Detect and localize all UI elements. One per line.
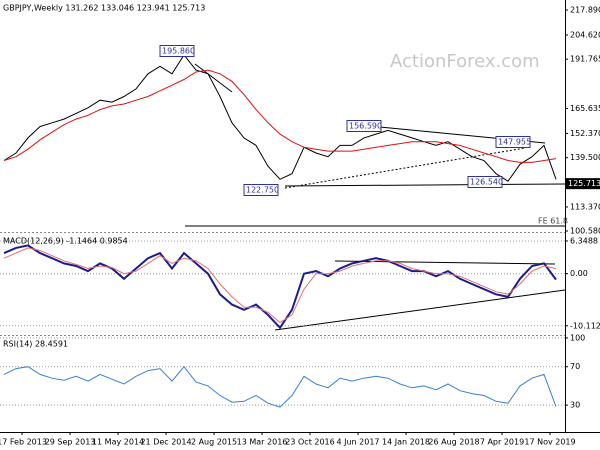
last-value-label: 125.713: [568, 179, 600, 188]
y-tick-label: 113.370: [570, 202, 600, 211]
x-tick-label: 23 Oct 2016: [285, 438, 334, 447]
last-value-box: [566, 178, 600, 190]
y-tick-label: 139.500: [570, 153, 600, 162]
series-line: [3, 54, 557, 182]
trendline: [284, 147, 526, 189]
x-tick-label: 13 Mar 2016: [237, 438, 288, 447]
watermark: ActionForex.com: [390, 51, 540, 72]
x-tick-label: 26 Aug 2018: [428, 438, 479, 447]
fe-label: FE 61.8: [538, 217, 568, 226]
y-tick-label: 217.890: [570, 6, 600, 15]
y-tick-label: 70: [570, 362, 580, 371]
x-tick-label: 7 Apr 2019: [480, 438, 524, 447]
annotation-box: [467, 176, 503, 188]
series-line: [3, 244, 557, 330]
annotation-box: [346, 120, 382, 132]
y-tick-label: 165.635: [570, 104, 600, 113]
y-tick-label: 204.620: [570, 31, 600, 40]
panel-title: MACD(12,26,9) -1.1464 0.9854: [3, 237, 128, 246]
y-tick-label: 191.765: [570, 55, 600, 64]
series-line: [3, 69, 557, 163]
annotation-label: 147.955: [498, 138, 531, 147]
y-tick-label: -10.1129: [570, 321, 600, 330]
annotation-label: 122.750: [246, 186, 279, 195]
annotation-box: [495, 136, 531, 148]
x-tick-label: 11 May 2014: [92, 438, 144, 447]
trendline: [284, 183, 566, 187]
series-line: [3, 247, 557, 324]
x-tick-label: 17 Feb 2013: [0, 438, 47, 447]
panel-title: GBPJPY,Weekly 131.262 133.046 123.941 12…: [3, 4, 205, 13]
x-tick-label: 2 Aug 2015: [191, 438, 237, 447]
y-tick-label: 30: [570, 401, 580, 410]
x-tick-label: 4 Jun 2017: [336, 438, 379, 447]
y-tick-label: 0.00: [570, 269, 588, 278]
annotation-label: 195.860: [162, 47, 195, 56]
trendline: [274, 289, 566, 331]
y-tick-label: 152.370: [570, 129, 600, 138]
y-tick-label: 100: [570, 333, 585, 342]
annotation-label: 126.540: [470, 178, 503, 187]
x-tick-label: 21 Dec 2014: [140, 438, 191, 447]
annotation-box: [243, 184, 279, 196]
x-tick-label: 14 Jan 2018: [382, 438, 430, 447]
series-line: [3, 365, 557, 408]
annotation-box: [159, 45, 195, 57]
x-tick-label: 17 Nov 2019: [524, 438, 575, 447]
y-tick-label: 6.3488: [570, 236, 598, 245]
y-tick-label: 100.580: [570, 227, 600, 236]
panel-title: RSI(14) 28.4591: [3, 340, 68, 349]
trendline: [194, 63, 233, 93]
annotation-label: 156.590: [349, 122, 382, 131]
x-tick-label: 29 Sep 2013: [45, 438, 96, 447]
